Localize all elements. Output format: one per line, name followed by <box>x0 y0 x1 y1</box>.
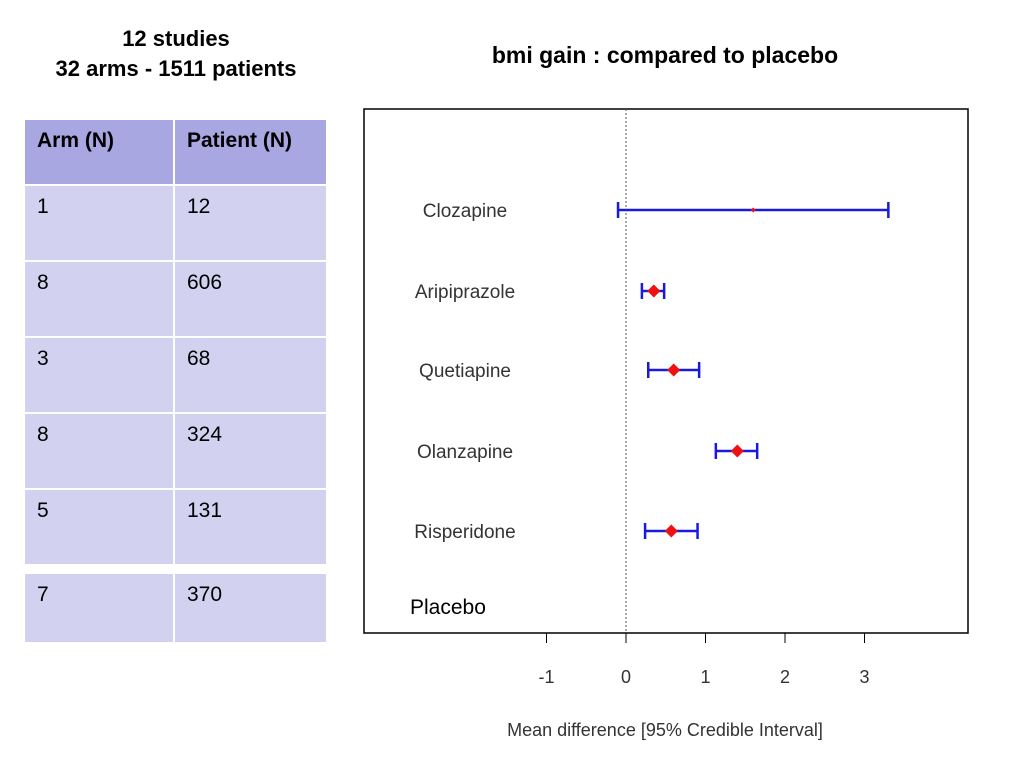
point-estimate-marker <box>667 363 681 377</box>
row-label: Risperidone <box>414 522 515 543</box>
table-row: 5 131 <box>25 490 328 566</box>
cell-patient: 370 <box>175 566 328 644</box>
cell-patient: 12 <box>175 186 328 262</box>
x-tick-label: 1 <box>700 667 710 687</box>
cell-arm: 7 <box>25 566 175 644</box>
cell-patient: 606 <box>175 262 328 338</box>
cell-arm: 3 <box>25 338 175 414</box>
forest-row: Aripiprazole <box>415 282 666 303</box>
cell-patient: 68 <box>175 338 328 414</box>
forest-rows: Clozapine Aripiprazole Quetiapine Olanzapin… <box>414 201 890 543</box>
point-estimate-marker <box>750 207 756 213</box>
cell-arm: 1 <box>25 186 175 262</box>
column-header-patient: Patient (N) <box>175 120 328 186</box>
table-row: 3 68 <box>25 338 328 414</box>
table-header-row: Arm (N) Patient (N) <box>25 120 328 186</box>
point-estimate-marker <box>664 524 678 538</box>
forest-row: Risperidone <box>414 522 699 543</box>
cell-arm: 8 <box>25 262 175 338</box>
forest-row: Olanzapine <box>417 442 759 463</box>
cell-patient: 131 <box>175 490 328 566</box>
studies-summary: 12 studies 32 arms - 1511 patients <box>0 24 352 84</box>
forest-row: Quetiapine <box>419 361 701 382</box>
x-tick-label: 0 <box>621 667 631 687</box>
table-row: 8 324 <box>25 414 328 490</box>
x-tick-label: 2 <box>780 667 790 687</box>
row-label: Quetiapine <box>419 361 511 382</box>
point-estimate-marker <box>647 284 661 298</box>
x-tick-label: 3 <box>859 667 869 687</box>
chart-title: bmi gain : compared to placebo <box>491 42 839 68</box>
row-label: Clozapine <box>423 201 508 222</box>
row-label: Aripiprazole <box>415 282 515 303</box>
placebo-label: Placebo <box>410 596 486 619</box>
arm-patient-table: Arm (N) Patient (N) 1 12 8 606 3 68 8 32… <box>25 120 328 644</box>
arms-patients-count: 32 arms - 1511 patients <box>55 56 297 81</box>
x-axis-label: Mean difference [95% Credible Interval] <box>507 720 823 740</box>
cell-arm: 8 <box>25 414 175 490</box>
forest-row: Clozapine <box>423 201 890 222</box>
studies-count: 12 studies <box>122 26 230 51</box>
x-tick-label: -1 <box>538 667 554 687</box>
cell-patient: 324 <box>175 414 328 490</box>
row-label: Olanzapine <box>417 442 513 463</box>
table-row: 8 606 <box>25 262 328 338</box>
table-row-placebo: 7 370 <box>25 566 328 644</box>
cell-arm: 5 <box>25 490 175 566</box>
point-estimate-marker <box>730 444 744 458</box>
table-row: 1 12 <box>25 186 328 262</box>
x-axis-ticks: -1 0 1 2 3 <box>538 633 870 687</box>
column-header-arm: Arm (N) <box>25 120 175 186</box>
